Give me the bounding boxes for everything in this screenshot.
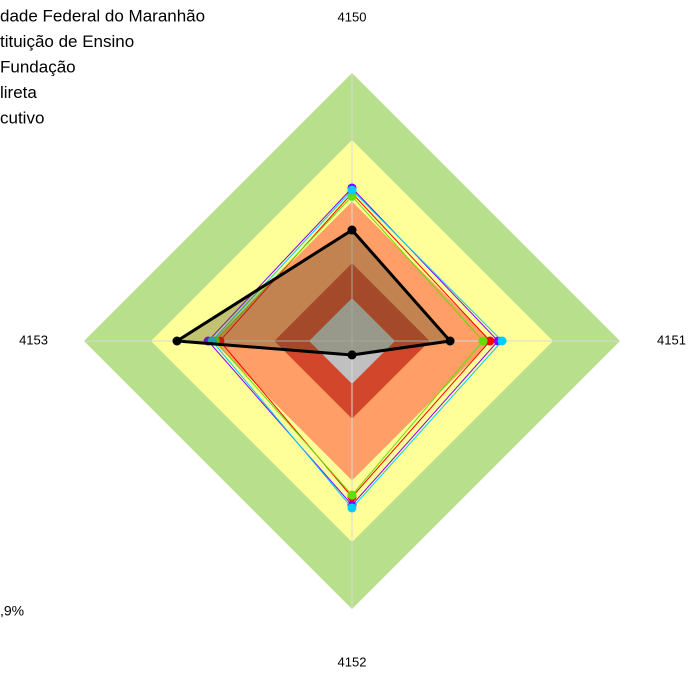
legend-label: lireta: [0, 83, 37, 102]
axis-label: 4151: [657, 332, 686, 347]
point: [347, 350, 357, 360]
point: [347, 225, 357, 235]
legend-label: cutivo: [0, 108, 44, 127]
legend-label: Fundação: [0, 57, 76, 76]
axis-label: 4153: [19, 332, 48, 347]
legend-label: dade Federal do Maranhão: [0, 6, 205, 25]
note: ,9%: [0, 603, 24, 619]
point: [478, 336, 488, 346]
legend-label: tituição de Ensino: [0, 32, 134, 51]
point: [485, 336, 495, 346]
point: [445, 336, 455, 346]
point: [347, 503, 357, 513]
point: [347, 490, 357, 500]
point: [172, 336, 182, 346]
point: [347, 191, 357, 201]
axis-label: 4152: [338, 654, 367, 669]
point: [497, 336, 507, 346]
axis-label: 4150: [338, 9, 367, 24]
point: [347, 185, 357, 195]
